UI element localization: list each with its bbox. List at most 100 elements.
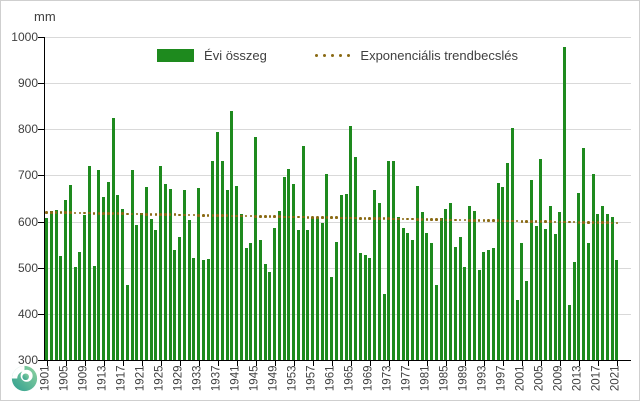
bar-2003 bbox=[529, 180, 533, 360]
bar-1955 bbox=[301, 146, 305, 360]
bar-1904 bbox=[59, 256, 63, 360]
bar-2020 bbox=[610, 216, 614, 360]
bar-1932 bbox=[192, 258, 196, 360]
trend-dot bbox=[287, 215, 291, 219]
trend-dot bbox=[330, 216, 334, 219]
bar-1999 bbox=[510, 128, 514, 360]
trend-dot bbox=[149, 213, 153, 216]
bar-1966 bbox=[354, 156, 357, 360]
trend-dot bbox=[126, 212, 129, 216]
legend-bars-label: Évi összeg bbox=[204, 48, 267, 63]
x-axis-label-1937: 1937 bbox=[210, 365, 223, 392]
bar-1963 bbox=[339, 195, 343, 360]
x-axis-label-2017: 2017 bbox=[590, 365, 603, 392]
trend-dot bbox=[377, 217, 381, 220]
x-axis-tick-1993 bbox=[484, 361, 485, 366]
gridline-900 bbox=[44, 83, 631, 84]
x-axis-tick-1945 bbox=[256, 361, 257, 366]
trend-dot bbox=[54, 211, 58, 214]
trend-dot bbox=[587, 221, 590, 224]
bar-1916 bbox=[116, 195, 120, 360]
y-axis-label-1000: 1000 bbox=[11, 30, 38, 44]
bar-1956 bbox=[306, 229, 310, 360]
trend-dot bbox=[64, 211, 67, 214]
bar-1927 bbox=[168, 188, 172, 360]
gridline-800 bbox=[44, 129, 631, 130]
x-axis-label-1977: 1977 bbox=[400, 365, 413, 392]
bar-1998 bbox=[506, 162, 510, 360]
trend-dot bbox=[111, 212, 115, 215]
trend-dot bbox=[225, 214, 229, 218]
bar-1978 bbox=[411, 239, 415, 360]
trend-dot bbox=[230, 214, 234, 218]
bar-2012 bbox=[572, 261, 576, 360]
bar-1971 bbox=[377, 203, 381, 360]
bar-1911 bbox=[92, 266, 96, 360]
trend-dot bbox=[254, 214, 257, 218]
bar-2017 bbox=[596, 213, 600, 360]
trend-dot bbox=[221, 214, 224, 217]
bar-1950 bbox=[277, 210, 281, 360]
trend-dot bbox=[568, 220, 571, 224]
bar-1954 bbox=[296, 229, 300, 360]
trend-dot bbox=[544, 220, 547, 223]
trend-dot bbox=[387, 217, 391, 221]
trend-dot bbox=[406, 217, 410, 221]
x-axis-label-2009: 2009 bbox=[552, 365, 565, 392]
bar-1923 bbox=[149, 218, 153, 360]
bar-1931 bbox=[187, 220, 191, 360]
bar-1974 bbox=[392, 160, 396, 360]
trend-dot bbox=[301, 215, 305, 219]
bar-1918 bbox=[125, 284, 129, 360]
trend-dot bbox=[320, 216, 324, 219]
bar-1908 bbox=[78, 252, 82, 360]
trend-dot bbox=[45, 211, 48, 214]
x-axis-tick-1929 bbox=[180, 361, 181, 366]
trend-dot bbox=[382, 217, 386, 220]
trend-dot bbox=[501, 219, 505, 223]
trend-dot bbox=[435, 218, 438, 221]
x-axis-tick-1913 bbox=[104, 361, 105, 366]
bar-2021 bbox=[615, 260, 619, 360]
bar-1993 bbox=[482, 251, 486, 360]
trend-dot bbox=[420, 218, 424, 221]
trend-dot bbox=[606, 221, 609, 225]
x-axis-tick-2021 bbox=[617, 361, 618, 366]
bar-1992 bbox=[477, 270, 481, 360]
trend-dot bbox=[325, 216, 329, 219]
x-axis-label-1973: 1973 bbox=[381, 365, 394, 392]
bar-1947 bbox=[263, 263, 267, 360]
bar-1968 bbox=[363, 255, 367, 360]
bar-1991 bbox=[472, 211, 476, 360]
x-axis-label-1985: 1985 bbox=[438, 365, 451, 392]
bar-1964 bbox=[344, 193, 348, 360]
x-axis-tick-1917 bbox=[123, 361, 124, 366]
x-axis-tick-1961 bbox=[332, 361, 333, 366]
trend-dot bbox=[121, 212, 124, 216]
y-axis-unit-label: mm bbox=[34, 9, 56, 24]
trend-dot bbox=[401, 217, 405, 221]
bar-1924 bbox=[154, 230, 158, 360]
x-axis-label-1945: 1945 bbox=[248, 365, 261, 392]
trend-dot bbox=[335, 216, 338, 220]
trend-dot bbox=[183, 213, 186, 217]
trend-dot bbox=[511, 219, 514, 223]
y-axis-tick-600 bbox=[38, 222, 44, 223]
gridline-700 bbox=[44, 175, 631, 176]
bar-1929 bbox=[178, 236, 182, 360]
bar-1922 bbox=[144, 186, 148, 360]
bar-1958 bbox=[315, 218, 319, 360]
trend-dot bbox=[216, 214, 219, 217]
trend-dot bbox=[477, 219, 481, 222]
trend-dot bbox=[344, 216, 348, 220]
x-axis-tick-1973 bbox=[389, 361, 390, 366]
trend-dot bbox=[154, 213, 158, 216]
trend-dot bbox=[202, 214, 205, 217]
trend-dot bbox=[130, 212, 134, 216]
legend-trend-swatch bbox=[314, 53, 351, 58]
x-axis-tick-2009 bbox=[560, 361, 561, 366]
bar-1953 bbox=[292, 183, 296, 360]
trend-dot bbox=[454, 218, 457, 222]
bar-1928 bbox=[173, 250, 177, 360]
trend-dot bbox=[206, 214, 210, 217]
